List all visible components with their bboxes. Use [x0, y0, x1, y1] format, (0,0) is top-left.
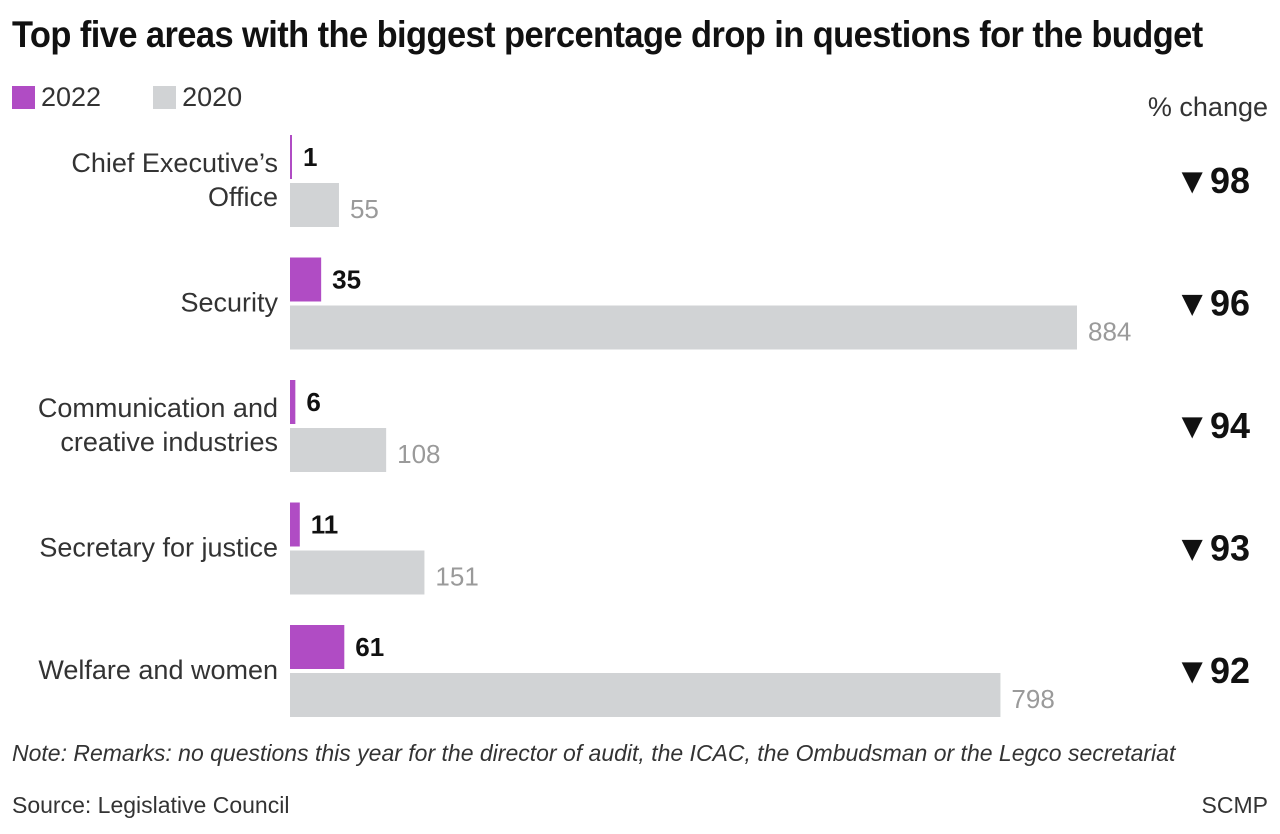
data-label-2022: 61: [355, 632, 384, 662]
category-label: Communication and: [38, 393, 278, 423]
data-label-2022: 1: [303, 142, 317, 172]
chart-source: Source: Legislative Council: [12, 792, 290, 818]
chart-title: Top five areas with the biggest percenta…: [12, 14, 1203, 55]
bar-2020: [290, 550, 425, 595]
bar-2022: [290, 257, 322, 302]
pct-change-header: % change: [1147, 92, 1268, 122]
legend-swatch-2020: [153, 86, 177, 109]
legend: 2022 2020: [12, 82, 294, 113]
pct-change-value: ▼93: [1174, 528, 1250, 569]
legend-label-2022: 2022: [41, 82, 102, 112]
bar-2020: [290, 428, 387, 472]
bar-2020: [290, 305, 1077, 350]
data-label-2022: 11: [311, 510, 339, 540]
bar-2022: [290, 625, 345, 669]
bar-2022: [290, 502, 300, 547]
bar-2020: [290, 673, 1001, 717]
category-label: creative industries: [60, 427, 278, 457]
legend-item-2020: 2020: [153, 82, 242, 113]
category-label: Welfare and women: [38, 655, 278, 685]
data-label-2020: 108: [397, 439, 440, 469]
pct-change-value: ▼92: [1174, 650, 1250, 691]
data-label-2022: 35: [332, 265, 361, 295]
pct-change-value: ▼94: [1174, 405, 1250, 446]
legend-item-2022: 2022: [12, 82, 101, 113]
data-label-2020: 798: [1011, 684, 1054, 714]
chart-note: Note: Remarks: no questions this year fo…: [12, 740, 1176, 766]
bar-2022: [290, 380, 296, 424]
bar-2020: [290, 183, 339, 227]
legend-swatch-2022: [12, 86, 35, 109]
data-label-2022: 6: [306, 387, 320, 417]
chart-credit: SCMP: [1201, 792, 1268, 818]
category-label: Secretary for justice: [39, 533, 278, 563]
legend-label-2020: 2020: [182, 82, 243, 112]
bar-2022: [290, 135, 292, 179]
data-label-2020: 884: [1088, 317, 1131, 347]
data-label-2020: 151: [435, 562, 478, 592]
category-label: Chief Executive’s: [71, 148, 278, 178]
category-label: Office: [208, 182, 278, 212]
data-label-2020: 55: [350, 194, 379, 224]
category-label: Security: [180, 288, 278, 318]
pct-change-value: ▼96: [1174, 283, 1250, 324]
pct-change-value: ▼98: [1174, 160, 1250, 201]
